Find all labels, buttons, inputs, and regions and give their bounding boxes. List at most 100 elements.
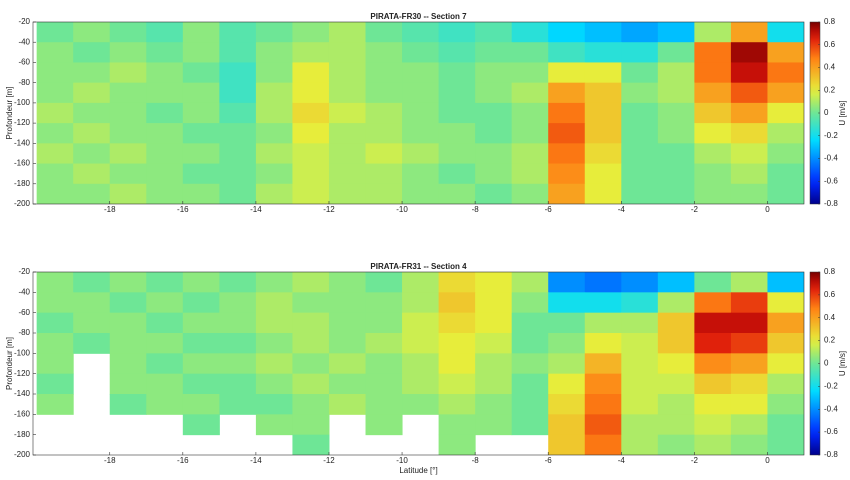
cell [767, 414, 804, 436]
cell [584, 373, 622, 395]
cell [146, 272, 184, 293]
cell [292, 394, 330, 415]
cell [438, 292, 476, 314]
cell [548, 312, 586, 334]
cell [146, 62, 184, 84]
cell [365, 414, 403, 436]
cell [255, 414, 293, 436]
cell [36, 22, 74, 43]
cell [219, 82, 257, 104]
cell [73, 22, 111, 43]
cell [292, 143, 330, 165]
cell [328, 163, 367, 185]
cell [36, 353, 74, 375]
cell [365, 163, 403, 185]
cell [548, 394, 586, 415]
cell [475, 62, 513, 84]
cell [475, 82, 513, 104]
cell [657, 394, 695, 415]
x-tick-label: 0 [765, 456, 770, 465]
cell [621, 183, 659, 204]
cell [511, 333, 549, 354]
cell [548, 123, 586, 144]
cell [219, 312, 257, 334]
x-tick-label: -16 [177, 456, 189, 465]
x-tick-label: -18 [104, 205, 116, 214]
cell [365, 42, 403, 63]
cell [365, 123, 403, 144]
cell [219, 292, 257, 314]
colorbar-tick-label: 0 [824, 359, 829, 368]
cell [767, 42, 804, 63]
cell [730, 333, 768, 354]
y-tick-label: -140 [14, 138, 31, 147]
cell [730, 42, 768, 63]
cell [438, 82, 476, 104]
colorbar-label: U [m/s] [838, 100, 847, 125]
cell [657, 353, 695, 375]
cell [694, 62, 732, 84]
cell [584, 414, 622, 436]
x-tick-label: -2 [691, 456, 699, 465]
cell [255, 183, 293, 204]
cell [292, 312, 330, 334]
cell [255, 163, 293, 185]
cell [109, 333, 147, 354]
y-tick-label: -160 [14, 409, 31, 418]
x-tick-label: -12 [323, 456, 335, 465]
cell [146, 394, 184, 415]
cell [767, 272, 804, 293]
cell [146, 22, 184, 43]
cell [328, 183, 367, 204]
cell [694, 312, 732, 334]
cell [292, 183, 330, 204]
cell [402, 394, 440, 415]
cell [365, 312, 403, 334]
cell [438, 353, 476, 375]
cell [365, 143, 403, 165]
cell [548, 82, 586, 104]
colorbar-tick-label: -0.4 [824, 154, 838, 163]
cell [511, 102, 549, 124]
cell [694, 414, 732, 436]
x-tick-label: -6 [545, 205, 553, 214]
cell [73, 163, 111, 185]
cell [255, 62, 293, 84]
cell [255, 42, 293, 63]
cell [36, 163, 74, 185]
y-tick-label: -140 [14, 389, 31, 398]
colorbar-tick-label: -0.2 [824, 381, 838, 390]
cell [402, 62, 440, 84]
x-tick-label: -10 [396, 456, 408, 465]
cell [511, 414, 549, 436]
cell [657, 333, 695, 354]
cell [657, 22, 695, 43]
y-tick-label: -40 [18, 287, 30, 296]
cell [621, 373, 659, 395]
cell [548, 333, 586, 354]
cell [438, 62, 476, 84]
cell [292, 62, 330, 84]
cell [109, 394, 147, 415]
cell [511, 22, 549, 43]
cell [475, 163, 513, 185]
cell [438, 272, 476, 293]
colorbar-tick-label: -0.2 [824, 131, 838, 140]
cell [402, 22, 440, 43]
cell [182, 292, 220, 314]
x-tick-label: -14 [250, 456, 262, 465]
cell [694, 353, 732, 375]
cell [511, 82, 549, 104]
cell [182, 183, 220, 204]
cell [438, 434, 476, 455]
cell [475, 312, 513, 334]
cells [36, 22, 804, 204]
cell [511, 62, 549, 84]
y-tick-label: -20 [18, 17, 30, 26]
cell [767, 123, 804, 144]
cell [475, 292, 513, 314]
y-tick-label: -120 [14, 369, 31, 378]
cell [36, 102, 74, 124]
colorbar-tick-label: 0 [824, 108, 829, 117]
